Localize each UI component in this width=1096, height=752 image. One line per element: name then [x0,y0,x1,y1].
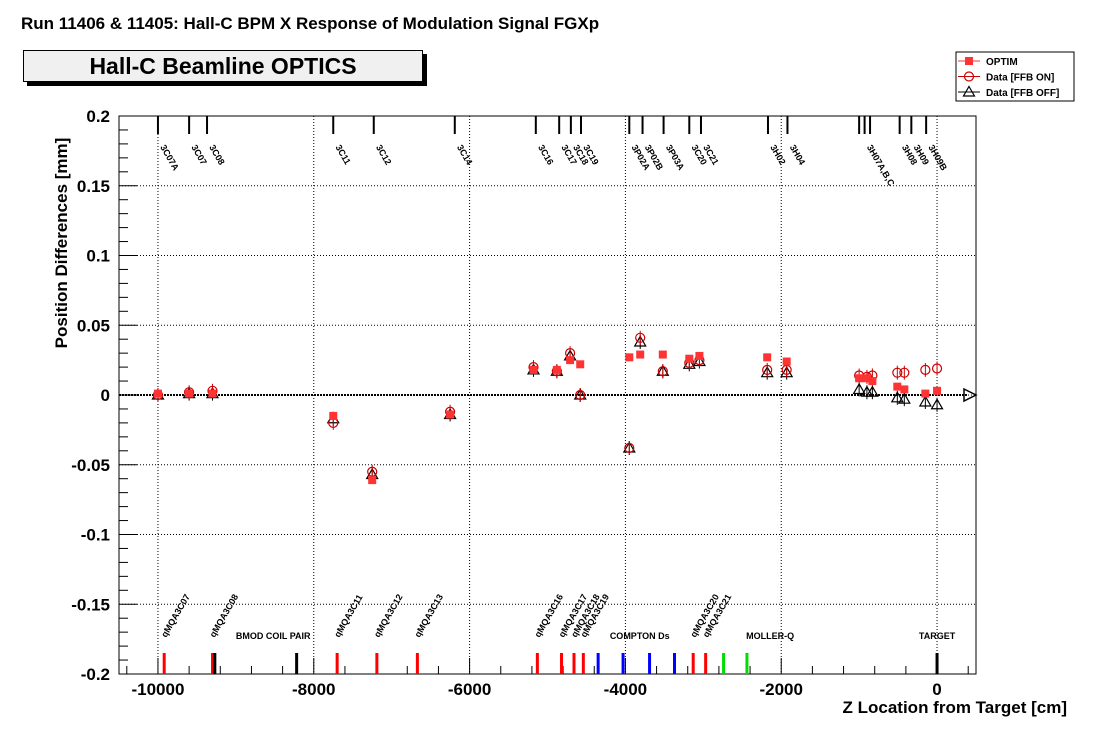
legend-label: Data [FFB OFF] [986,88,1059,99]
subtitle: Hall-C Beamline OPTICS [89,53,357,79]
optim-point [208,389,217,398]
element-label: TARGET [919,631,956,641]
x-tick-label: -4000 [604,680,647,699]
ffb-on-point [931,363,943,374]
y-tick-label: 0.2 [86,107,110,126]
optim-point [782,357,791,366]
ffb-off-point [962,85,976,97]
ffb-on-point [635,332,646,343]
optim-point [900,385,909,394]
ffb-on-point [899,367,910,378]
ffb-on-point [657,366,668,377]
ffb-on-point [920,364,931,375]
optim-point [862,374,871,383]
y-axis-label: Position Differences [mm] [52,138,71,349]
optim-point [921,389,930,398]
ffb-on-point [963,71,975,82]
y-tick-label: 0 [101,386,110,405]
plot-frame [118,115,977,675]
y-tick-label: 0.1 [86,247,110,266]
optim-point [636,350,645,359]
legend-label: Data [FFB ON] [986,73,1054,84]
legend: OPTIM Data [FFB ON] Data [FFB OFF] [955,51,1075,102]
ffb-off-point [918,395,932,407]
ffb-on-point [892,367,903,378]
x-tick-label: -8000 [292,680,335,699]
optim-point [576,360,585,369]
optim-point [552,365,561,374]
optim-point [695,351,704,360]
element-label: BMOD COIL PAIR [236,631,311,641]
grid-layer [119,115,978,675]
axis-layer: -10000 -8000 -6000 -4000 -2000 0 -0.2 -0.15 -0.1… [71,107,969,699]
optim-point [658,350,667,359]
optim-point [855,374,864,383]
x-tick-label: -6000 [448,680,491,699]
series-layer [151,330,944,485]
optim-point [685,354,694,363]
y-tick-label: -0.15 [71,595,110,614]
legend-items: OPTIM Data [FFB ON] Data [FFB OFF] [958,57,1059,99]
optim-point [566,356,575,365]
page-title: Run 11406 & 11405: Hall-C BPM X Response… [21,14,600,33]
ffb-off-point [865,385,879,397]
optim-point [625,353,634,362]
ffb-off-point [897,392,911,404]
y-tick-label: -0.05 [71,456,110,475]
x-axis-label: Z Location from Target [cm] [843,698,1067,717]
element-label: COMPTON Ds [610,631,670,641]
x-tick-label: 0 [932,680,941,699]
legend-label: OPTIM [986,57,1018,68]
ffb-off-point [890,391,904,403]
ffb-off-point [930,398,944,410]
optim-point [868,377,877,386]
optim-point [965,57,973,65]
optim-point [933,386,942,395]
optim-point [368,476,377,485]
series-square [153,350,942,485]
y-tick-label: 0.05 [77,316,110,335]
x-tick-label: -10000 [131,680,184,699]
ffb-on-point [624,442,635,454]
y-tick-label: -0.2 [81,665,110,684]
optim-point [893,382,902,391]
optim-point [763,353,772,362]
optim-point [529,365,538,374]
ffb-on-point [575,389,586,401]
optim-point [153,389,162,398]
y-tick-label: 0.15 [77,177,110,196]
ffb-off-point [852,382,866,395]
zero-line-arrow [963,387,978,403]
optim-point [446,410,455,419]
ffb-on-point [762,364,773,375]
subtitle-box: Hall-C Beamline OPTICS [23,50,423,82]
element-label: MOLLER-Q [746,631,794,641]
x-tick-label: -2000 [759,680,802,699]
y-tick-label: -0.1 [81,526,110,545]
optim-point [185,389,194,398]
optim-point [329,411,338,420]
